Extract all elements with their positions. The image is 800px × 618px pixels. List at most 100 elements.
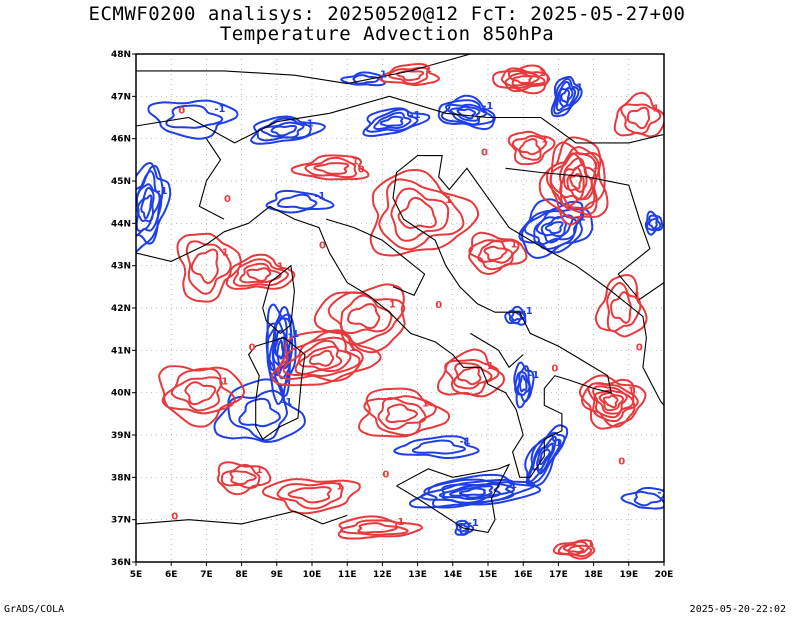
contour-value-label: -1	[528, 370, 539, 381]
contour-value-label: -1	[572, 82, 583, 93]
warm-advection-contour	[563, 164, 588, 201]
cold-advection-contour	[352, 74, 380, 85]
cold-advection-contour	[227, 389, 288, 442]
contour-value-label: 1	[628, 386, 635, 397]
warm-advection-contour	[378, 178, 465, 251]
cold-advection-contour	[277, 193, 318, 210]
contour-value-label: 1	[277, 261, 284, 272]
contour-value-label: -1	[522, 306, 533, 317]
coastline	[198, 138, 225, 220]
coastline	[223, 155, 664, 478]
contour-value-label: -1	[303, 119, 314, 130]
lon-tick-label: 15E	[479, 570, 498, 580]
contour-value-label: 1	[422, 399, 429, 410]
warm-advection-contour	[436, 348, 505, 398]
cold-advection-contour	[379, 115, 404, 127]
warm-advection-contour	[549, 152, 597, 211]
cold-advection-contour	[393, 435, 480, 459]
warm-advection-contour	[593, 389, 628, 415]
cold-advection-contour	[270, 124, 298, 137]
warm-advection-contour	[340, 519, 409, 536]
cold-advection-contour	[456, 108, 476, 120]
warm-advection-contour	[327, 291, 406, 345]
warm-advection-contour	[390, 187, 450, 242]
cold-advection-contour	[136, 186, 155, 223]
warm-advection-contour	[483, 245, 508, 261]
warm-advection-contour	[339, 294, 393, 334]
warm-advection-contour	[184, 381, 217, 406]
software-credit: GrADS/COLA	[4, 604, 65, 615]
lat-tick-label: 45N	[111, 177, 131, 187]
cold-advection-contour	[136, 162, 172, 253]
contour-value-label: -1	[314, 191, 325, 202]
cold-advection-contour	[136, 170, 163, 237]
cold-advection-contour	[510, 311, 523, 322]
warm-advection-contour	[294, 339, 352, 375]
warm-advection-contour	[559, 157, 593, 201]
coastline	[136, 95, 664, 144]
cold-advection-contour	[365, 108, 419, 133]
warm-advection-contour	[385, 403, 419, 424]
warm-advection-contour	[567, 544, 585, 554]
contour-labels: -1 -1 -1 -1 -1 -1 -1 -1 -1 -1 -1 -1 -1 -1 -1 -1 -1 -1 -1 1 1…	[156, 64, 664, 550]
contour-value-label: -1	[214, 104, 225, 115]
lon-tick-label: 19E	[619, 570, 638, 580]
warm-advection-contour	[190, 248, 219, 285]
warm-advection-contour	[313, 162, 350, 175]
cold-advection-contour	[438, 483, 502, 501]
contour-value-label: 1	[336, 481, 343, 492]
warm-advection-contour	[363, 395, 437, 437]
cold-advection-contour	[449, 105, 481, 122]
cold-advection-contour	[165, 104, 224, 129]
chart-subtitle: Temperature Advection 850hPa	[219, 23, 555, 45]
cold-advection-contour	[458, 487, 486, 497]
cold-advection-contour	[373, 111, 412, 131]
cold-advection-contour	[516, 371, 531, 397]
lat-tick-label: 44N	[111, 219, 131, 229]
contour-zero-label: 0	[171, 512, 178, 523]
contour-zero-label: 0	[249, 342, 256, 353]
warm-advection-contour	[397, 196, 437, 230]
warm-advection-contour	[569, 172, 583, 190]
warm-advection-contour	[261, 478, 361, 515]
cold-advection-contour	[256, 117, 312, 142]
lon-tick-label: 9E	[271, 570, 283, 580]
cold-advection-contour	[507, 309, 526, 325]
cold-advection-contour	[560, 88, 571, 104]
warm-advection-contour	[598, 391, 625, 412]
contour-value-label: 1	[349, 343, 356, 354]
warm-advection-contour	[578, 374, 647, 430]
warm-advection-contour	[304, 156, 358, 179]
cold-advection-contour	[540, 215, 567, 238]
chart-title: ECMWF0200 analisys: 20250520@12 FcT: 202…	[88, 3, 686, 25]
cold-advection-contour	[238, 397, 281, 428]
cold-advection-contour	[340, 71, 386, 87]
warm-advection-contour	[290, 154, 370, 181]
lon-tick-label: 14E	[443, 570, 462, 580]
warm-advection-contour	[185, 240, 232, 295]
contour-value-label: -1	[376, 70, 387, 81]
contour-value-label: 1	[389, 299, 396, 310]
lat-tick-label: 46N	[111, 135, 131, 145]
contour-zero-label: 0	[224, 194, 231, 205]
warm-advection-contour	[225, 253, 296, 290]
contour-value-label: -1	[482, 101, 493, 112]
lon-tick-label: 10E	[303, 570, 322, 580]
warm-advection-contour	[239, 262, 282, 284]
warm-advection-contour	[507, 130, 556, 166]
warm-advection-contour	[587, 382, 639, 423]
lat-tick-label: 43N	[111, 262, 131, 272]
contour-zero-label: 0	[551, 364, 558, 375]
cold-advection-contour	[455, 522, 471, 536]
cold-advection-contour	[524, 424, 569, 487]
lon-tick-label: 11E	[338, 570, 357, 580]
lon-tick-label: 5E	[130, 570, 142, 580]
contour-zero-label: 0	[382, 469, 389, 480]
warm-advection-contour	[562, 543, 590, 556]
cold-advection-contour	[620, 486, 664, 510]
warm-advection-contour	[298, 345, 343, 371]
lat-tick-label: 39N	[111, 431, 131, 441]
cold-advection-contour	[272, 329, 288, 369]
contour-zero-label: 0	[618, 457, 625, 468]
warm-advection-contour	[606, 282, 642, 333]
